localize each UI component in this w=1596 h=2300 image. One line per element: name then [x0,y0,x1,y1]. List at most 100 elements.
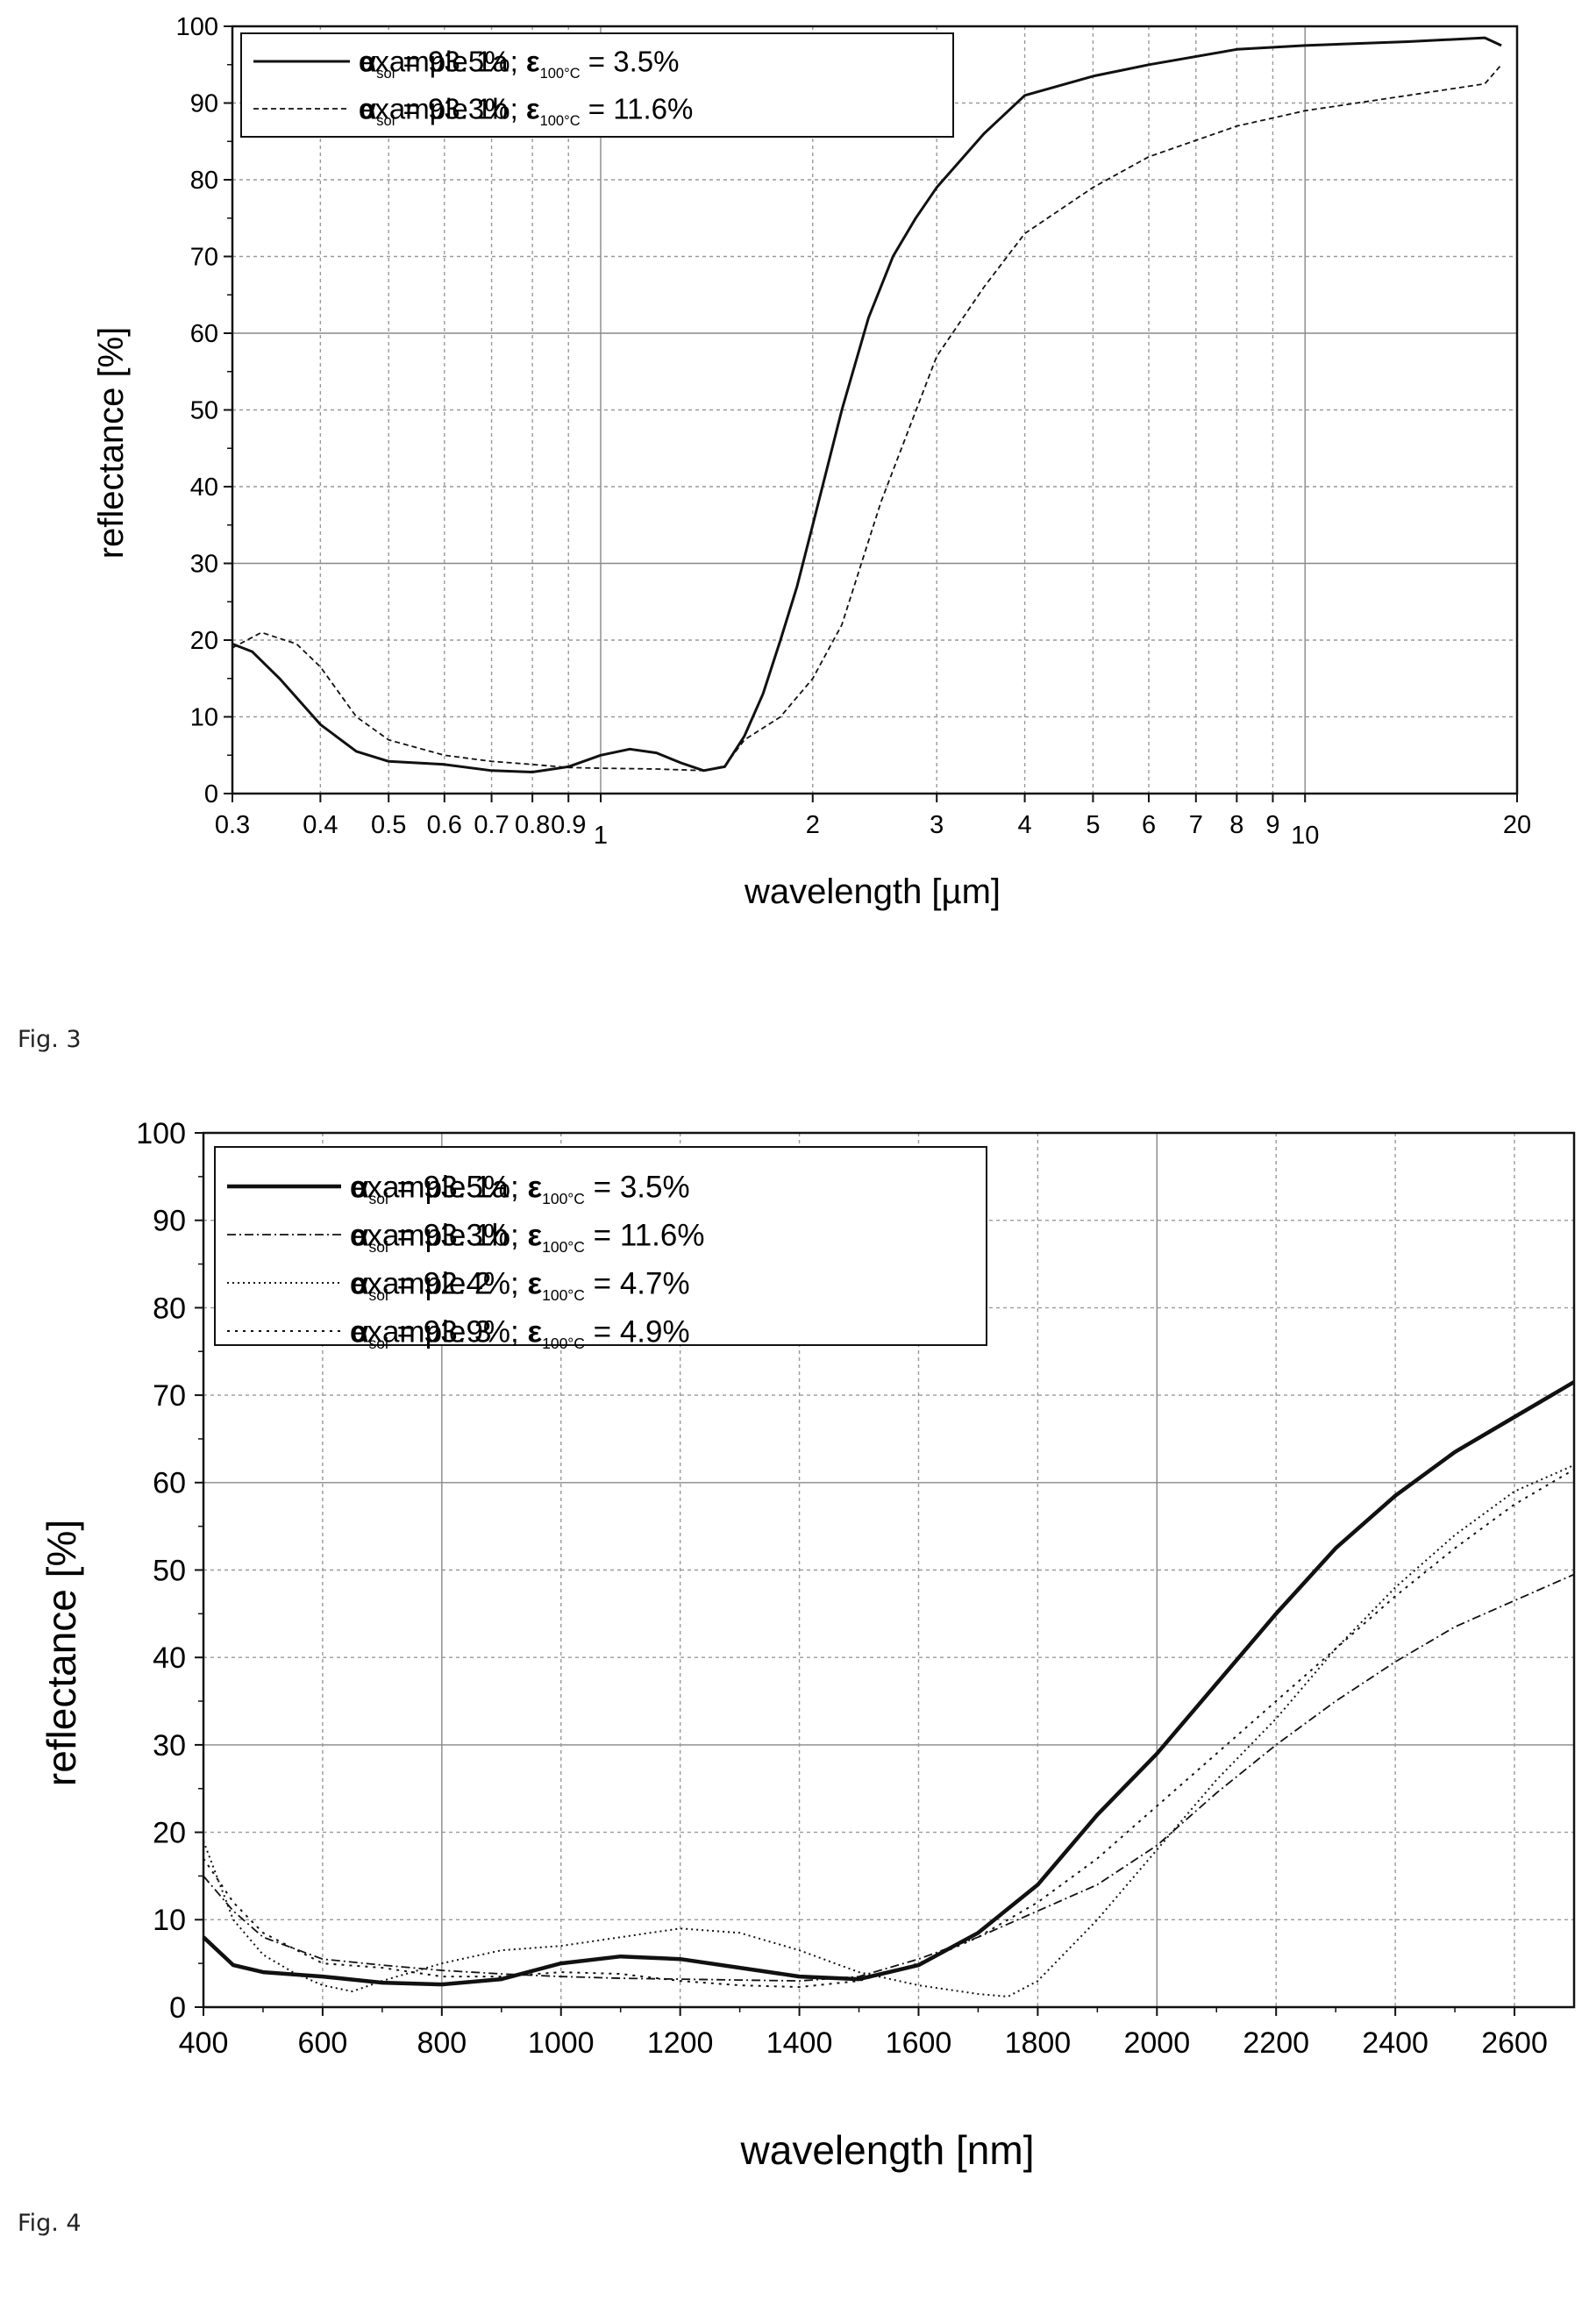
legend-series-name: example 1a [350,1170,509,1204]
alpha-symbol: α [350,1170,369,1204]
y-tick-label: 40 [190,474,218,502]
x-tick-label: 0.9 [551,811,586,839]
epsilon-value: = 4.7% [585,1266,690,1300]
fig4-legend: example 1aαsol = 93.5%; ε100°C = 3.5%exa… [214,1146,987,1352]
legend-box [240,32,954,138]
figure-label-4: Fig. 4 [18,2210,82,2237]
series-line-example-3 [203,1468,1575,1989]
x-tick-label: 5 [1086,811,1100,839]
epsilon-subscript: 100°C [542,1190,585,1207]
fig4-axes: 0 10 20 30 40 50 60 70 80 90 100 400 600 800 1000 1200 1… [136,1117,1576,2060]
plot-frame [202,1131,1576,2009]
y-tick-label: 20 [153,1817,186,1850]
y-tick-label: 70 [153,1379,186,1413]
legend-series-name: example 3 [350,1314,491,1349]
legend-series-name: example 1a [359,46,509,78]
plot-frame [231,25,1519,795]
x-tick-label: 6 [1142,811,1156,839]
x-tick-label: 1800 [1005,2026,1072,2060]
x-tick-label: 1000 [528,2026,595,2060]
alpha-symbol: α [359,93,376,125]
alpha-symbol: α [350,1314,369,1349]
epsilon-symbol: ε [527,1314,542,1349]
alpha-symbol: α [350,1218,369,1252]
y-tick-label: 100 [136,1117,186,1150]
y-tick-label: 0 [204,780,218,808]
y-tick-label: 80 [190,167,218,195]
series-line-example-2 [203,1463,1575,1997]
x-tick-label: 2200 [1243,2026,1309,2060]
x-tick-label: 9 [1265,811,1279,839]
legend-entry: example 2αsol = 92.4%; ε100°C = 4.7% [350,1266,690,1304]
x-tick-label: 7 [1189,811,1203,839]
alpha-value: = 93.3%; [395,93,526,125]
epsilon-symbol: ε [526,46,540,78]
fig3-legend: example 1aαsol = 93.5%; ε100°C = 3.5%exa… [240,32,954,138]
x-tick-label: 2 [806,811,820,839]
epsilon-subscript: 100°C [540,113,581,129]
x-tick-label: 0.4 [303,811,338,839]
series-line-example-1a [202,1380,1576,1987]
epsilon-subscript: 100°C [540,66,581,82]
x-tick-label: 2000 [1123,2026,1190,2060]
legend-series-name: example 1b [350,1218,509,1252]
x-tick-label: 0.3 [215,811,250,839]
y-tick-label: 90 [190,90,218,118]
legend-entry: example 1aαsol = 93.5%; ε100°C = 3.5% [359,46,679,82]
y-tick-label: 30 [190,551,218,579]
reflectance-chart-fig4: 0 10 20 30 40 50 60 70 80 90 100 400 600 800 1000 1200 1… [39,1117,1576,2173]
x-tick-label: 1600 [886,2026,952,2060]
legend-box [214,1146,987,1346]
x-tick-label: 0.7 [474,811,509,839]
x-tick-label: 3 [930,811,944,839]
fig4-y-axis-title: reflectance [%] [39,1520,84,1786]
legend-series-name: example 1b [359,93,509,125]
x-tick-label: 10 [1291,822,1319,850]
alpha-subscript: sol [376,113,395,129]
x-tick-label: 2600 [1481,2026,1548,2060]
epsilon-subscript: 100°C [542,1238,585,1256]
x-tick-label: 8 [1229,811,1243,839]
fig3-x-axis-title: wavelength [µm] [744,872,1001,911]
y-tick-label: 80 [153,1292,186,1325]
y-tick-label: 60 [153,1467,186,1500]
figure-label-3: Fig. 3 [18,1026,82,1053]
y-tick-label: 10 [190,704,218,732]
legend-entry: example 1aαsol = 93.5%; ε100°C = 3.5% [350,1170,690,1207]
alpha-subscript: sol [369,1238,388,1256]
y-tick-label: 90 [153,1205,186,1238]
epsilon-value: = 11.6% [581,93,694,125]
epsilon-value: = 4.9% [585,1314,690,1349]
fig3-y-axis-title: reflectance [%] [92,327,131,559]
alpha-subscript: sol [376,66,395,82]
x-tick-label: 1400 [766,2026,833,2060]
plot-area [232,26,1517,794]
legend-series-name: example 2 [350,1266,491,1300]
y-tick-label: 70 [190,244,218,272]
x-tick-label: 600 [298,2026,348,2060]
x-tick-label: 4 [1018,811,1032,839]
fig3-axes: 0 10 20 30 40 50 60 70 80 90 100 0.3 0.4 0.5 0.6 0.7 0.8… [176,13,1532,850]
legend-entry: example 3αsol = 93.9%; ε100°C = 4.9% [350,1314,690,1352]
fig4-x-axis-title: wavelength [nm] [740,2127,1035,2173]
series-line-example-1b [203,1573,1575,1982]
x-tick-label: 400 [179,2026,229,2060]
epsilon-symbol: ε [527,1266,542,1300]
epsilon-symbol: ε [527,1170,542,1204]
alpha-symbol: α [350,1266,369,1300]
alpha-subscript: sol [369,1335,388,1352]
alpha-subscript: sol [369,1190,388,1207]
epsilon-value: = 3.5% [585,1170,690,1204]
legend-entry: example 1bαsol = 93.3%; ε100°C = 11.6% [350,1218,704,1256]
series-line-example-1b [232,64,1502,772]
alpha-value: = 93.9%; [388,1314,528,1349]
x-tick-label: 1 [594,822,608,850]
alpha-value: = 93.5%; [395,46,526,78]
x-tick-label: 0.5 [371,811,406,839]
epsilon-value: = 11.6% [585,1218,705,1252]
x-tick-label: 2400 [1362,2026,1429,2060]
y-tick-label: 0 [169,1991,186,2025]
y-tick-label: 100 [176,13,218,41]
series-line-example-1a [232,36,1502,773]
alpha-symbol: α [359,46,376,78]
